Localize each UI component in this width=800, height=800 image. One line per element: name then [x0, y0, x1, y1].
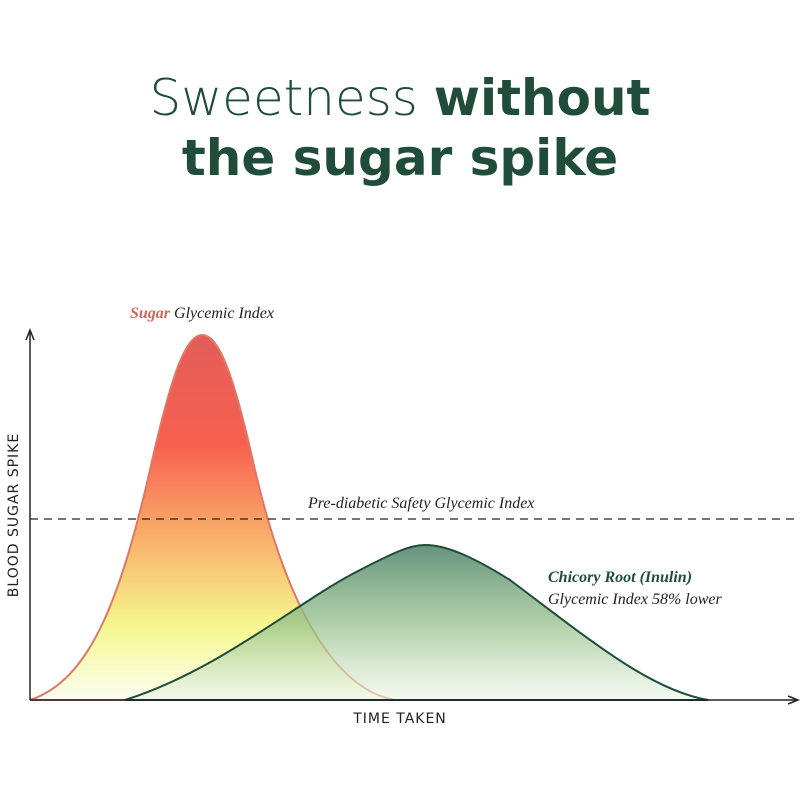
title-line-1: Sweetness without: [150, 69, 651, 127]
threshold-label: Pre-diabetic Safety Glycemic Index: [307, 495, 534, 512]
chicory-curve: [124, 543, 709, 701]
x-arrow: [787, 695, 800, 705]
chicory-name: Chicory Root (Inulin): [548, 569, 692, 586]
y-axis-label: BLOOD SUGAR SPIKE: [6, 433, 22, 597]
x-axis-label: TIME TAKEN: [352, 711, 447, 727]
sugar-name: Sugar: [130, 305, 171, 322]
title-regular: Sweetness: [150, 69, 418, 127]
y-arrow: [25, 327, 35, 341]
sugar-label: Sugar Glycemic Index: [130, 305, 274, 322]
title-bold: without: [434, 69, 651, 127]
chicory-text: Glycemic Index 58% lower: [548, 591, 722, 608]
sugar-text: Glycemic Index: [174, 305, 274, 322]
title-line-2: the sugar spike: [182, 129, 618, 187]
